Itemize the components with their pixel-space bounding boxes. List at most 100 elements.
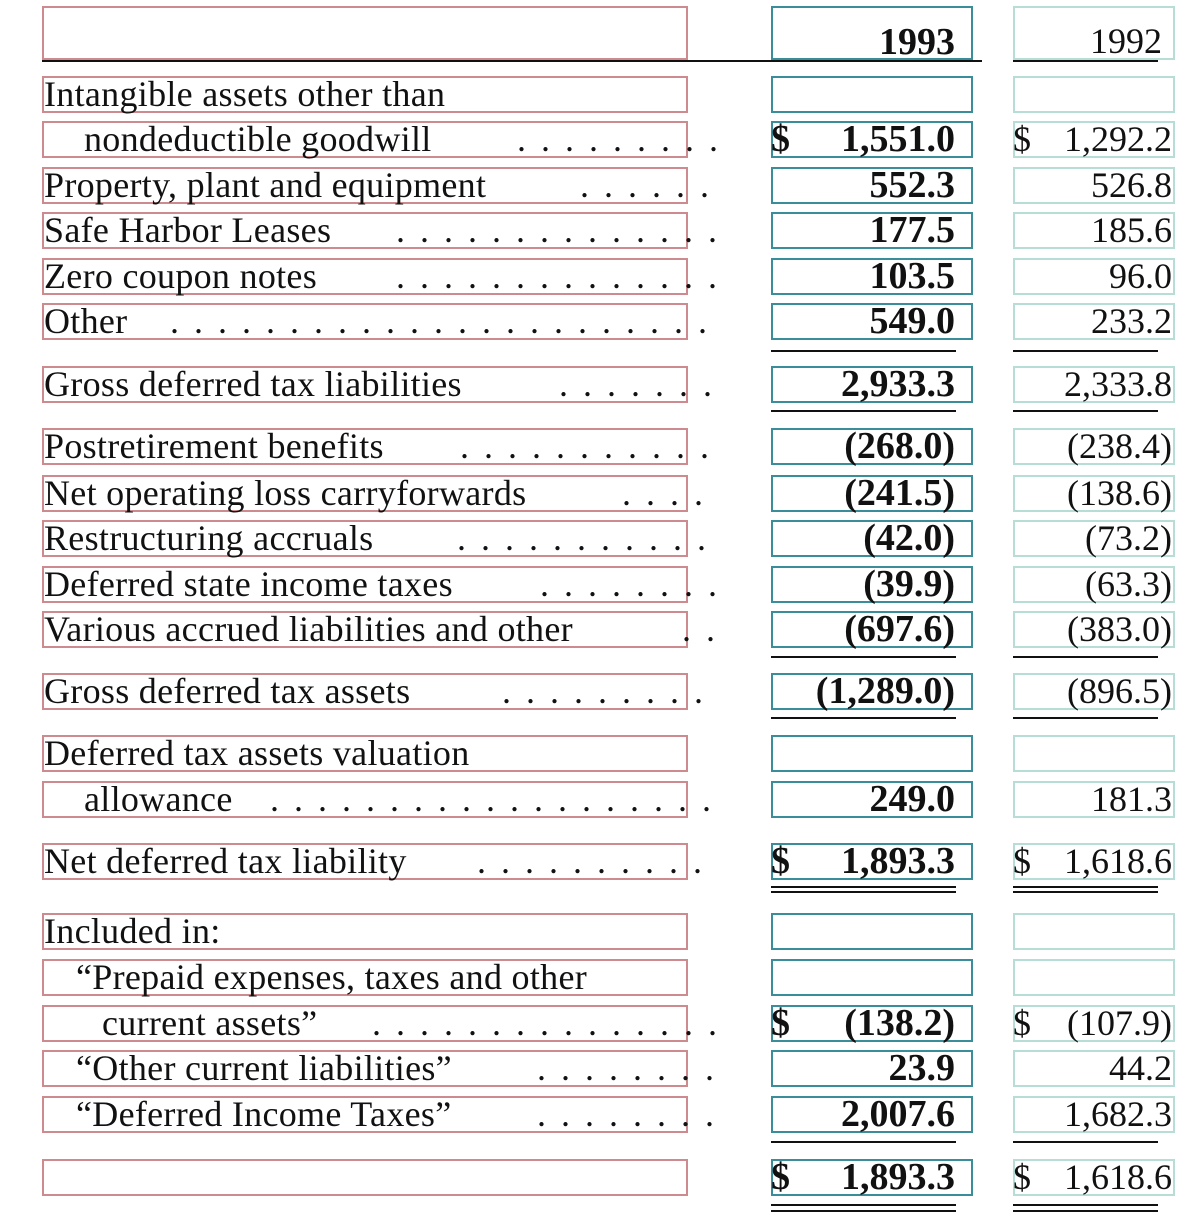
value-1993: (39.9) bbox=[863, 563, 955, 605]
value-1992: (107.9) bbox=[1067, 1003, 1172, 1043]
dollar-sign-1993: $ bbox=[771, 118, 790, 160]
value-1992: 44.2 bbox=[1109, 1048, 1172, 1088]
value-box-1993 bbox=[771, 673, 973, 710]
label-box bbox=[42, 520, 688, 557]
value-box-1993 bbox=[771, 212, 973, 249]
table-row: Net deferred tax liability . . . . . . .… bbox=[0, 840, 1200, 882]
dollar-sign-1992: $ bbox=[1013, 119, 1031, 159]
header-row: 1993 1992 bbox=[0, 6, 1200, 63]
table-row: Property, plant and equipment . . . . . … bbox=[0, 164, 1200, 206]
table-row: “Deferred Income Taxes” . . . . . . . . … bbox=[0, 1094, 1200, 1134]
header-1992-box bbox=[1013, 6, 1175, 60]
dollar-sign-1992: $ bbox=[1013, 1157, 1031, 1197]
value-1992: (138.6) bbox=[1067, 473, 1172, 513]
table-row: Postretirement benefits . . . . . . . . … bbox=[0, 425, 1200, 467]
value-box-1993 bbox=[771, 959, 973, 996]
row-label: Deferred state income taxes bbox=[44, 564, 453, 604]
table-row: allowance . . . . . . . . . . . . . . . … bbox=[0, 778, 1200, 820]
leader-dots: . . . . . . . . . . bbox=[537, 1050, 717, 1087]
value-box-1992 bbox=[1013, 428, 1175, 465]
value-box-1993 bbox=[771, 781, 973, 818]
value-1993: 1,551.0 bbox=[841, 118, 955, 160]
row-label: nondeductible goodwill bbox=[84, 119, 432, 159]
label-box bbox=[42, 167, 688, 204]
value-1993: (42.0) bbox=[863, 517, 955, 559]
header-label-box bbox=[42, 6, 688, 60]
table-row: Net operating loss carryforwards . . . .… bbox=[0, 473, 1200, 513]
table-row: nondeductible goodwill . . . . . . . . .… bbox=[0, 118, 1200, 160]
label-box bbox=[42, 1096, 688, 1133]
value-box-1993 bbox=[771, 913, 973, 950]
value-box-1992 bbox=[1013, 520, 1175, 557]
dollar-sign-1993: $ bbox=[771, 840, 790, 882]
table-row: Other . . . . . . . . . . . . . . . . . … bbox=[0, 301, 1200, 341]
value-box-1992 bbox=[1013, 1005, 1175, 1042]
value-box-1992 bbox=[1013, 735, 1175, 772]
label-box bbox=[42, 843, 688, 880]
value-box-1992 bbox=[1013, 475, 1175, 512]
header-1993-box bbox=[771, 6, 973, 60]
value-box-1992 bbox=[1013, 913, 1175, 950]
label-box bbox=[42, 566, 688, 603]
leader-dots: . . . . . . . . . . . . . bbox=[457, 520, 709, 557]
value-box-1993 bbox=[771, 735, 973, 772]
table-row: Gross deferred tax liabilities . . . . .… bbox=[0, 363, 1200, 405]
label-box bbox=[42, 428, 688, 465]
value-box-1992 bbox=[1013, 366, 1175, 403]
value-1992: (896.5) bbox=[1067, 671, 1172, 711]
value-box-1992 bbox=[1013, 1096, 1175, 1133]
value-box-1993 bbox=[771, 258, 973, 295]
value-1993: (1,289.0) bbox=[815, 670, 955, 712]
value-1993: (268.0) bbox=[844, 425, 955, 467]
double-rule-1993 bbox=[771, 886, 956, 888]
row-label: Deferred tax assets valuation bbox=[44, 733, 470, 773]
value-1993: 177.5 bbox=[869, 209, 956, 251]
subtotal-rule-1993 bbox=[771, 410, 956, 412]
value-1993: 1,893.3 bbox=[841, 840, 955, 882]
subtotal-rule-1992 bbox=[1013, 350, 1158, 352]
label-box bbox=[42, 913, 688, 950]
value-1992: 526.8 bbox=[1091, 165, 1172, 205]
row-label: Included in: bbox=[44, 911, 221, 951]
value-1993: 1,893.3 bbox=[841, 1156, 955, 1198]
value-box-1993 bbox=[771, 303, 973, 340]
subtotal-rule-1992 bbox=[1013, 656, 1158, 658]
leader-dots: . . . . . . . . . . bbox=[537, 1096, 717, 1133]
label-box bbox=[42, 959, 688, 996]
label-box bbox=[42, 212, 688, 249]
row-label: Zero coupon notes bbox=[44, 256, 318, 296]
table-row: Intangible assets other than bbox=[0, 76, 1200, 113]
value-box-1992 bbox=[1013, 303, 1175, 340]
subtotal-rule-1993 bbox=[771, 656, 956, 658]
table-row-total: $ 1,893.3 $ 1,618.6 bbox=[0, 1156, 1200, 1198]
subtotal-rule-1993 bbox=[771, 1141, 956, 1143]
value-1993: 552.3 bbox=[869, 164, 956, 206]
row-label: allowance bbox=[84, 779, 233, 819]
leader-dots: . . . . . . . . . bbox=[540, 566, 717, 603]
subtotal-rule-1993 bbox=[771, 717, 956, 719]
table-row: current assets” . . . . . . . . . . . . … bbox=[0, 1002, 1200, 1044]
row-label: “Deferred Income Taxes” bbox=[76, 1094, 452, 1134]
row-label: Other bbox=[44, 301, 128, 341]
value-1993: 2,933.3 bbox=[841, 363, 955, 405]
label-box bbox=[42, 303, 688, 340]
dollar-sign-1992: $ bbox=[1013, 1003, 1031, 1043]
label-box bbox=[42, 673, 688, 710]
value-box-1992 bbox=[1013, 673, 1175, 710]
table-row: Gross deferred tax assets . . . . . . . … bbox=[0, 670, 1200, 712]
value-box-1993 bbox=[771, 428, 973, 465]
row-label: “Prepaid expenses, taxes and other bbox=[76, 957, 588, 997]
column-header-1993: 1993 bbox=[879, 21, 955, 63]
value-box-1993 bbox=[771, 76, 973, 113]
value-1993: 249.0 bbox=[869, 778, 956, 820]
value-box-1993 bbox=[771, 611, 973, 648]
row-label: Gross deferred tax assets bbox=[44, 671, 411, 711]
row-label: Property, plant and equipment bbox=[44, 165, 487, 205]
value-1992: 1,618.6 bbox=[1064, 841, 1172, 881]
leader-dots: . . . . . . . . . . . . . . . . . . bbox=[372, 1005, 717, 1042]
label-box bbox=[42, 735, 688, 772]
double-rule-1992 bbox=[1013, 1210, 1158, 1212]
value-box-1992 bbox=[1013, 959, 1175, 996]
leader-dots: . . . . . . . . . . . . . bbox=[460, 428, 712, 465]
value-1993: (138.2) bbox=[844, 1002, 955, 1044]
